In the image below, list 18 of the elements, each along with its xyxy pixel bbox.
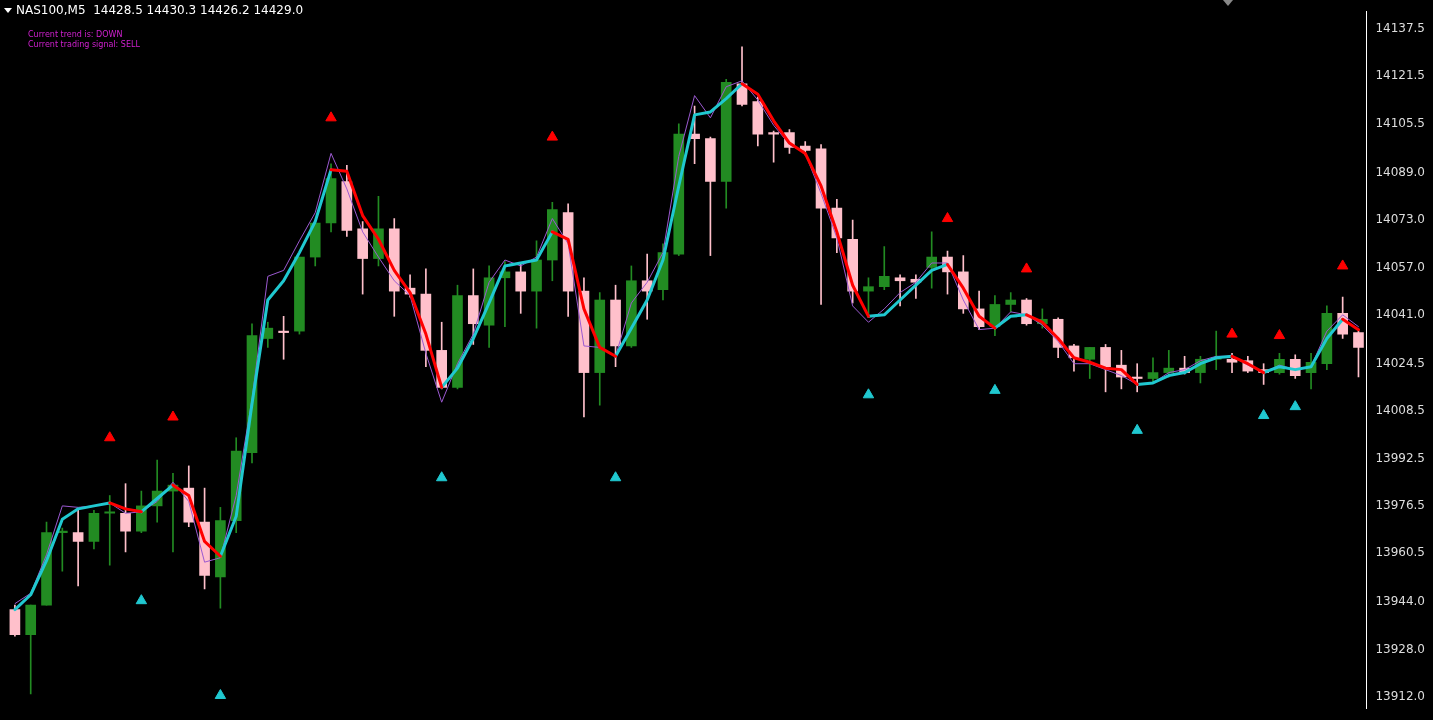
y-tick-label: 14121.5	[1375, 68, 1425, 83]
y-tick-label: 13992.5	[1375, 450, 1425, 465]
y-tick-label: 14008.5	[1375, 403, 1425, 418]
y-tick-label: 13976.5	[1375, 498, 1425, 513]
y-tick-label: 13960.5	[1375, 545, 1425, 560]
y-tick-label: 14041.0	[1375, 306, 1425, 321]
annotation: Current trend is: DOWN	[28, 30, 124, 40]
y-tick-label: 13944.0	[1375, 594, 1425, 609]
chart-title: NAS100,M5 14428.5 14430.3 14426.2 14429.0	[16, 3, 304, 17]
y-tick-label: 14057.0	[1375, 259, 1425, 274]
y-tick-label: 14137.5	[1375, 21, 1425, 36]
y-tick-label: 14073.0	[1375, 212, 1425, 227]
y-tick-label: 14024.5	[1375, 355, 1425, 370]
y-tick-label: 13912.0	[1375, 689, 1425, 704]
y-tick-label: 13928.0	[1375, 641, 1425, 656]
y-tick-label: 14105.5	[1375, 115, 1425, 130]
annotation: Current trading signal: SELL	[28, 40, 140, 50]
y-tick-label: 14089.0	[1375, 164, 1425, 179]
